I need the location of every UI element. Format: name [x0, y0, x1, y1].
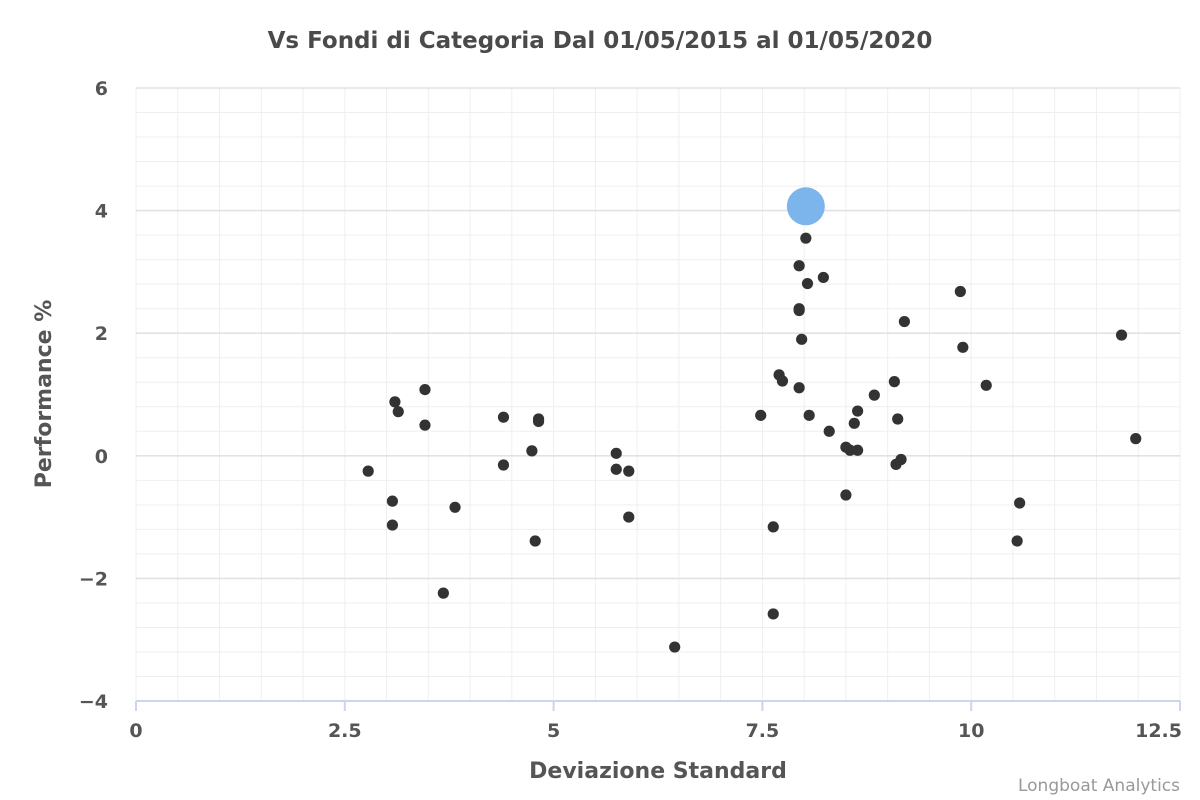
category-fund-point[interactable] [767, 608, 779, 620]
category-fund-point[interactable] [868, 389, 880, 401]
category-fund-point[interactable] [623, 465, 635, 477]
y-tick-label: −4 [79, 691, 108, 713]
category-fund-point[interactable] [848, 417, 860, 429]
category-fund-point[interactable] [957, 341, 969, 353]
y-tick-label: 4 [95, 201, 108, 223]
x-tick-label: 12.5 [1135, 720, 1182, 742]
x-tick-label: 0 [129, 720, 142, 742]
data-points [362, 187, 1142, 653]
category-fund-point[interactable] [898, 315, 910, 328]
highlight-fund-point[interactable] [786, 187, 825, 226]
category-fund-point[interactable] [526, 445, 538, 457]
x-tick-label: 5 [547, 720, 560, 742]
category-fund-point[interactable] [669, 641, 681, 653]
category-fund-point[interactable] [954, 285, 966, 298]
category-fund-point[interactable] [610, 463, 622, 475]
grid [135, 87, 1181, 702]
category-fund-point[interactable] [817, 271, 829, 284]
credits-label[interactable]: Longboat Analytics [1018, 776, 1180, 796]
category-fund-point[interactable] [840, 489, 852, 501]
category-fund-point[interactable] [419, 383, 431, 396]
category-fund-point[interactable] [437, 587, 449, 599]
category-fund-point[interactable] [449, 501, 461, 513]
category-fund-point[interactable] [801, 277, 814, 290]
category-fund-point[interactable] [497, 411, 510, 423]
y-axis-title: Performance % [32, 300, 57, 489]
x-tick-label: 2.5 [328, 720, 362, 742]
category-fund-point[interactable] [793, 304, 805, 317]
category-fund-point[interactable] [776, 375, 789, 387]
category-fund-point[interactable] [389, 396, 401, 408]
category-fund-point[interactable] [419, 419, 431, 431]
category-fund-point[interactable] [803, 409, 815, 421]
x-tick-label: 7.5 [746, 720, 780, 742]
category-fund-point[interactable] [386, 495, 399, 507]
category-fund-point[interactable] [793, 382, 805, 394]
category-fund-point[interactable] [980, 379, 992, 391]
category-fund-point[interactable] [1011, 535, 1023, 547]
category-fund-point[interactable] [1130, 433, 1142, 445]
category-fund-point[interactable] [755, 409, 767, 421]
category-fund-point[interactable] [610, 447, 622, 459]
category-fund-point[interactable] [793, 260, 805, 272]
category-fund-point[interactable] [800, 232, 812, 244]
category-fund-point[interactable] [1014, 497, 1026, 509]
category-fund-point[interactable] [529, 535, 541, 547]
category-fund-point[interactable] [888, 376, 900, 388]
category-fund-point[interactable] [895, 453, 907, 466]
chart-title: Vs Fondi di Categoria Dal 01/05/2015 al … [268, 28, 933, 54]
y-tick-label: 2 [95, 323, 108, 345]
category-fund-point[interactable] [796, 333, 808, 345]
x-tick-label: 10 [958, 720, 984, 742]
category-fund-point[interactable] [497, 459, 510, 471]
category-fund-point[interactable] [852, 444, 864, 456]
category-fund-point[interactable] [823, 425, 835, 437]
category-fund-point[interactable] [392, 406, 404, 418]
category-fund-point[interactable] [1115, 329, 1128, 341]
category-fund-point[interactable] [532, 415, 545, 428]
category-fund-point[interactable] [852, 405, 864, 417]
axes: −4 −2 0 2 4 6 0 2.5 5 7.5 10 12.5 [79, 78, 1182, 742]
y-tick-label: 6 [95, 78, 108, 100]
category-fund-point[interactable] [362, 465, 374, 477]
category-fund-point[interactable] [892, 413, 904, 425]
category-fund-point[interactable] [767, 521, 779, 533]
category-fund-point[interactable] [623, 511, 635, 523]
x-axis-title: Deviazione Standard [529, 759, 787, 784]
y-tick-label: 0 [95, 446, 108, 468]
y-tick-label: −2 [79, 568, 108, 590]
category-fund-point[interactable] [386, 519, 399, 531]
